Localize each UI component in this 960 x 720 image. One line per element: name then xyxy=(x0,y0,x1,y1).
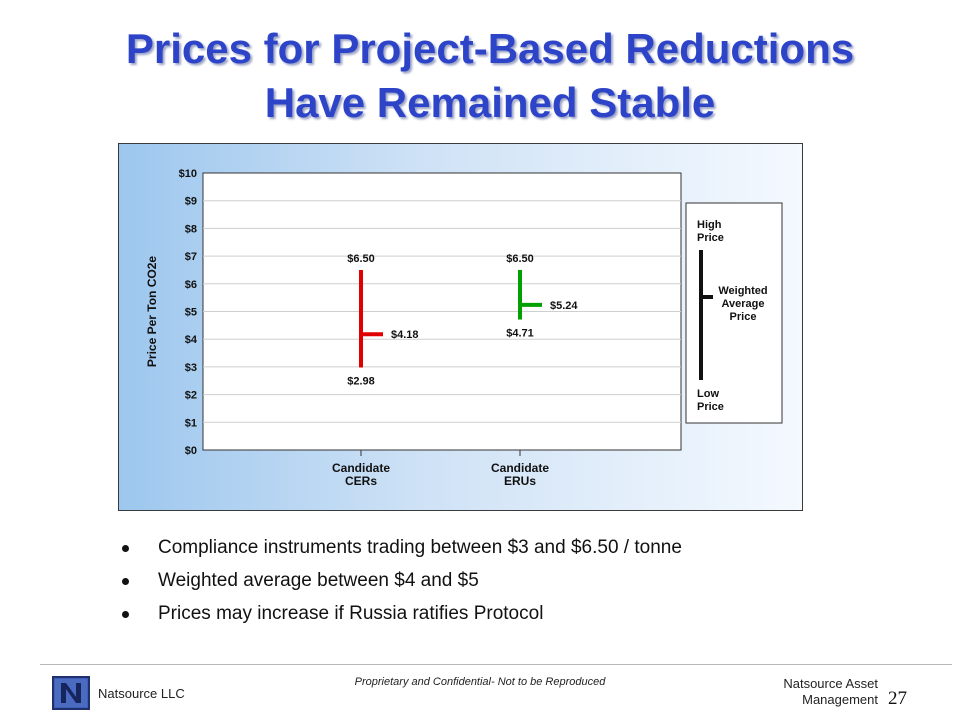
footer-division: Natsource Asset Management xyxy=(752,676,878,708)
title-line-1: Prices for Project-Based Reductions xyxy=(125,25,855,72)
low-price-label: $4.71 xyxy=(506,328,534,340)
slide-title: Prices for Project-Based Reductions Have… xyxy=(60,22,920,130)
high-price-label: $6.50 xyxy=(347,253,375,265)
logo-n-icon xyxy=(55,679,87,707)
bullet-text: Compliance instruments trading between $… xyxy=(158,537,682,558)
y-tick-label: $7 xyxy=(185,251,197,263)
legend-low-label: Price xyxy=(697,401,724,413)
legend-weighted-label: Average xyxy=(721,298,764,310)
bullet-dot-icon xyxy=(122,545,129,552)
bullet-dot-icon xyxy=(122,611,129,618)
x-tick-label: Candidate xyxy=(491,461,549,475)
y-tick-label: $4 xyxy=(185,334,198,346)
page-number: 27 xyxy=(888,688,907,709)
legend-high-label: Price xyxy=(697,232,724,244)
legend-weighted-label: Weighted xyxy=(718,285,767,297)
high-price-label: $6.50 xyxy=(506,253,534,265)
y-tick-label: $1 xyxy=(185,417,197,429)
y-tick-label: $9 xyxy=(185,196,197,208)
y-tick-label: $6 xyxy=(185,279,197,291)
y-tick-label: $0 xyxy=(185,445,197,457)
x-tick-label: ERUs xyxy=(504,474,536,488)
bullet-text: Prices may increase if Russia ratifies P… xyxy=(158,603,544,624)
y-tick-label: $2 xyxy=(185,390,197,402)
weighted-price-label: $4.18 xyxy=(391,329,419,341)
bullet-text: Weighted average between $4 and $5 xyxy=(158,570,479,591)
bullet-item: Compliance instruments trading between $… xyxy=(120,534,682,567)
title-line-2: Have Remained Stable xyxy=(264,79,716,126)
weighted-price-label: $5.24 xyxy=(550,300,578,312)
bullet-item: Weighted average between $4 and $5 xyxy=(120,567,682,600)
natsource-logo xyxy=(52,676,90,710)
y-tick-label: $3 xyxy=(185,362,197,374)
x-tick-label: CERs xyxy=(345,474,377,488)
x-tick-label: Candidate xyxy=(332,461,390,475)
bullet-list: Compliance instruments trading between $… xyxy=(120,534,682,633)
footer-division-line-2: Management xyxy=(802,692,878,707)
low-price-label: $2.98 xyxy=(347,375,375,387)
y-axis-label: Price Per Ton CO2e xyxy=(145,256,159,367)
chart-panel: $0 $1 $2 $3 $4 $5 $6 $7 $8 $9 $10 Price Per Ton CO2… xyxy=(118,143,803,511)
y-tick-label: $5 xyxy=(185,307,197,319)
bullet-item: Prices may increase if Russia ratifies P… xyxy=(120,600,682,633)
footer-company: Natsource LLC xyxy=(98,686,185,701)
y-tick-label: $10 xyxy=(179,168,197,180)
footer-confidential: Proprietary and Confidential- Not to be … xyxy=(354,676,606,688)
legend-weighted-label: Price xyxy=(730,311,757,323)
y-tick-label: $8 xyxy=(185,223,197,235)
legend-high-label: High xyxy=(697,219,722,231)
legend-low-label: Low xyxy=(697,388,719,400)
price-range-chart: $0 $1 $2 $3 $4 $5 $6 $7 $8 $9 $10 Price Per Ton CO2… xyxy=(145,168,783,488)
bullet-dot-icon xyxy=(122,578,129,585)
footer-divider xyxy=(40,664,952,666)
footer-division-line-1: Natsource Asset xyxy=(783,676,878,691)
